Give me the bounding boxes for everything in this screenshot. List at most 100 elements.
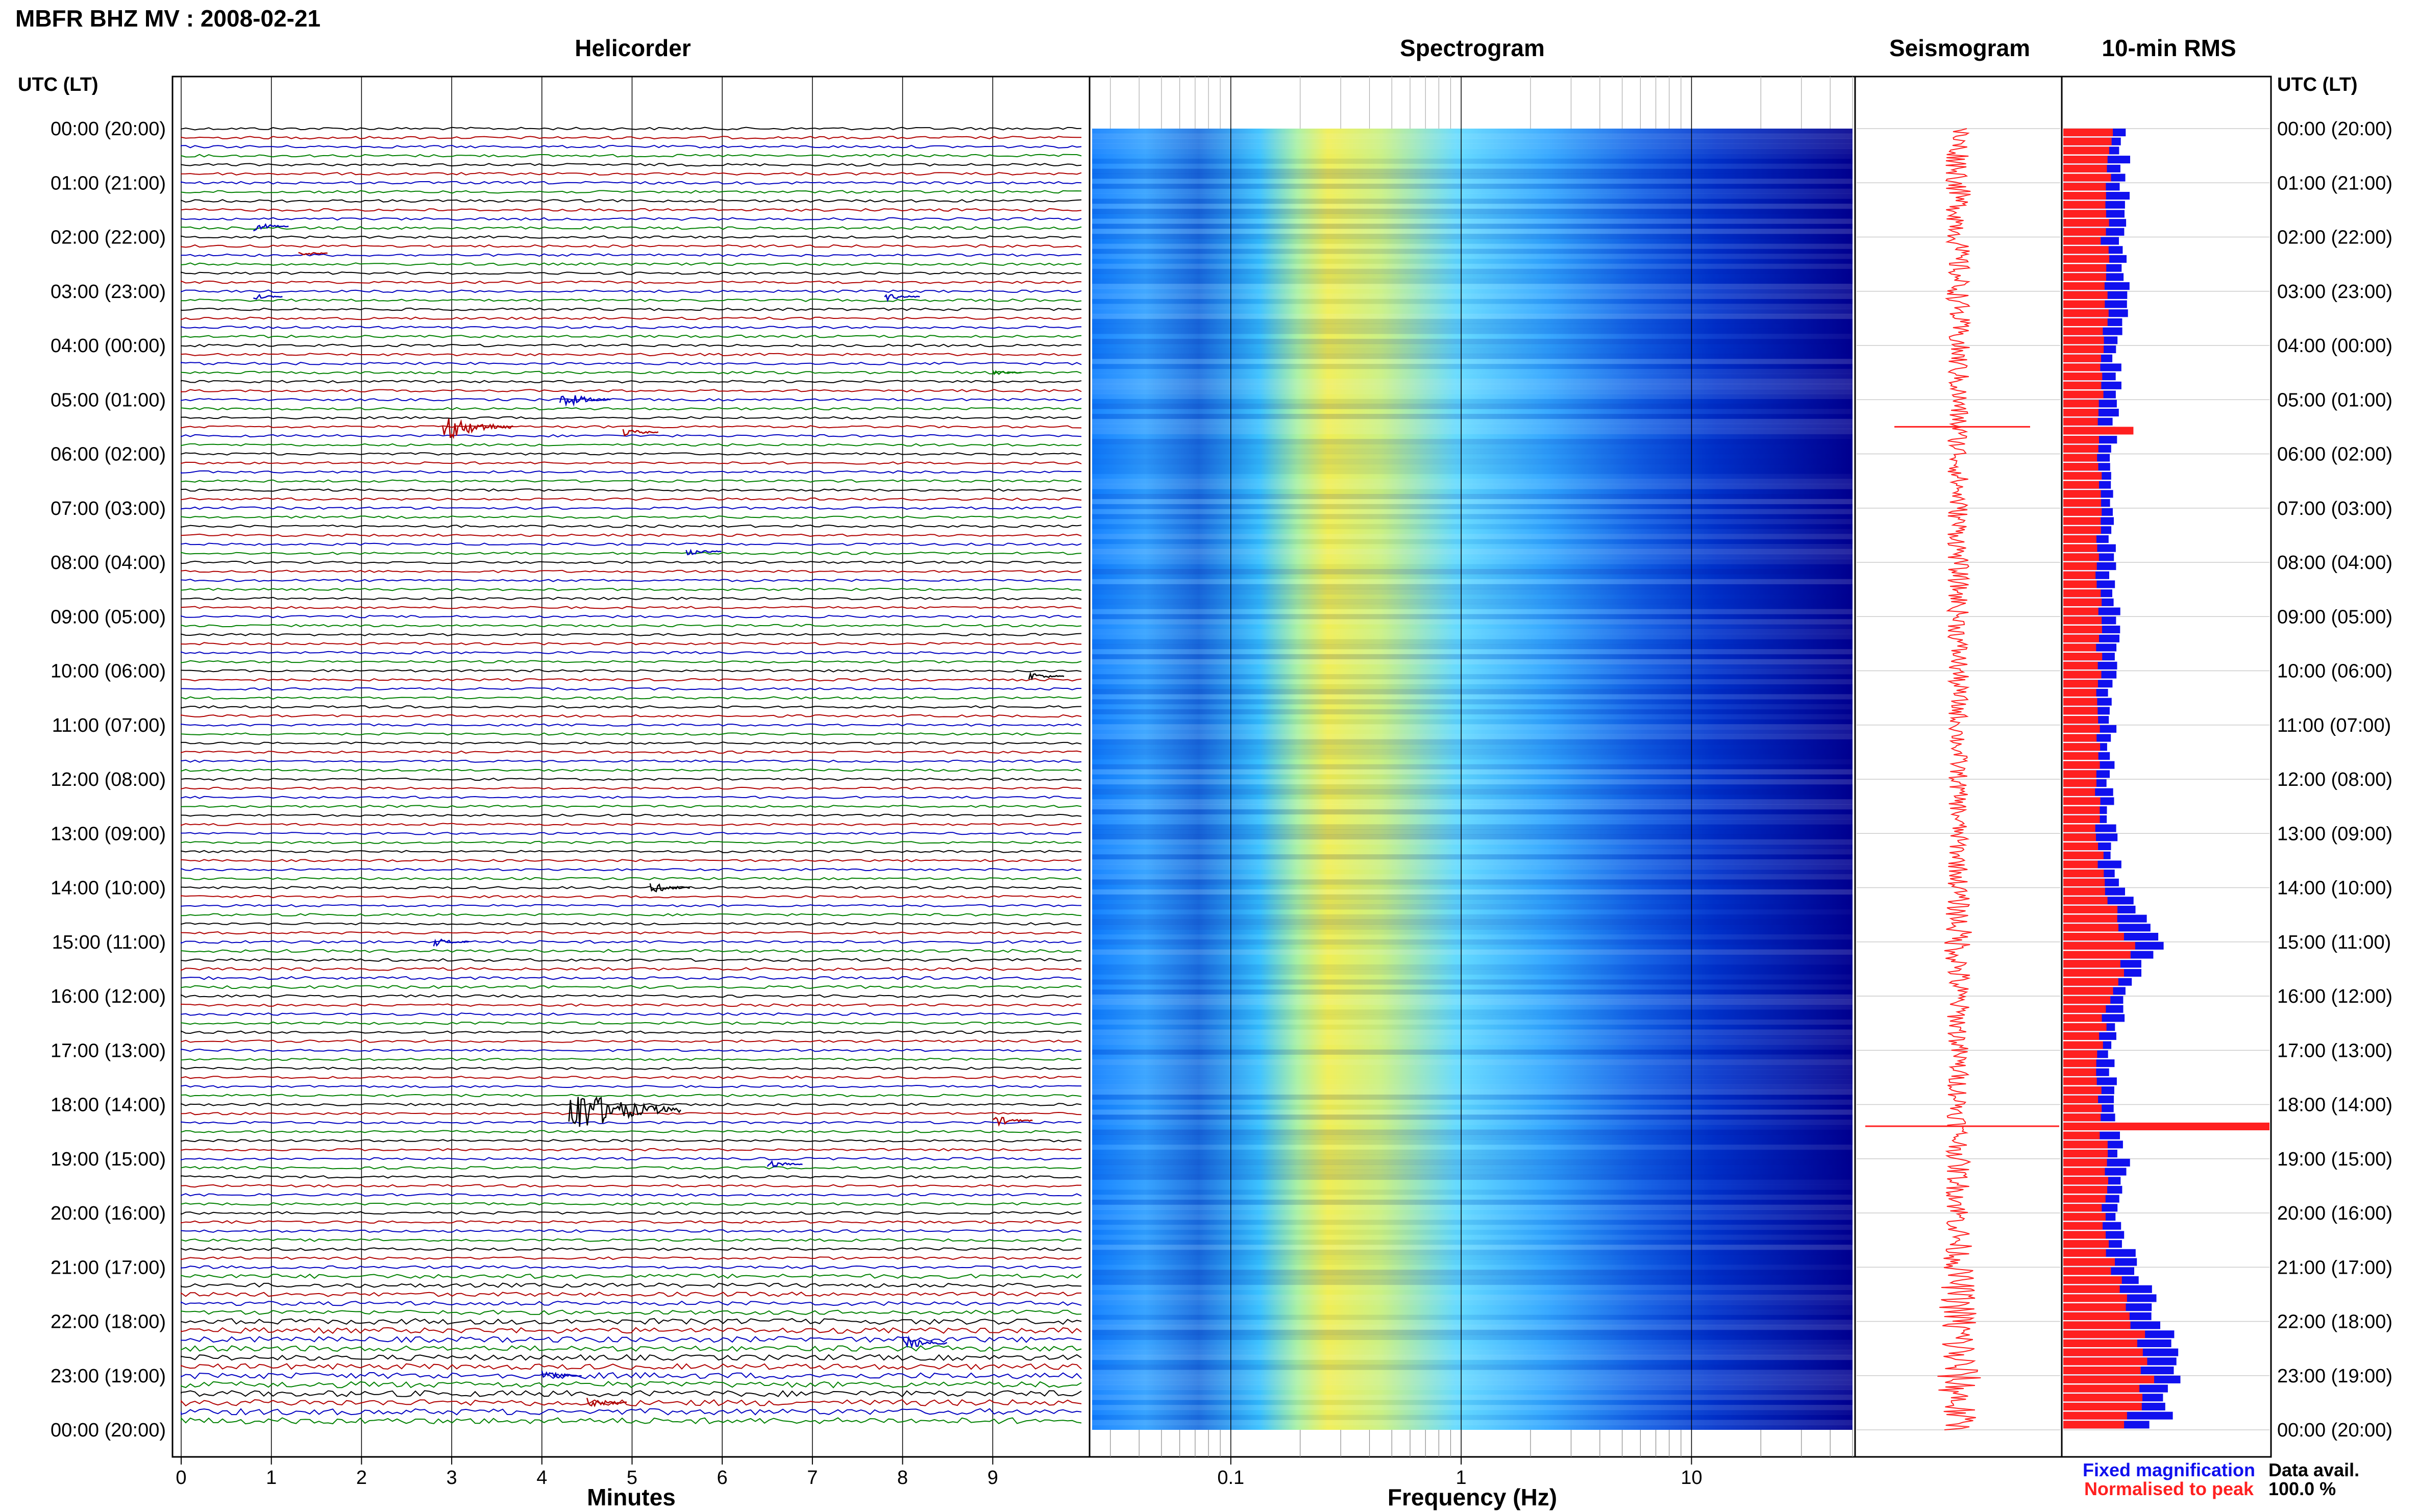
rms-bar — [2063, 1357, 2148, 1366]
spectrogram-row — [1092, 279, 1853, 284]
helicorder-trace-line — [181, 714, 1082, 718]
helicorder-trace-line — [181, 1247, 1082, 1251]
hour-label-right: 21:00 (17:00) — [2277, 1257, 2392, 1278]
spectrogram-row — [1092, 1265, 1853, 1270]
spectrogram-row — [1092, 1214, 1853, 1220]
spectrogram-row — [1092, 914, 1853, 920]
spectrogram-row — [1092, 1340, 1853, 1345]
spectrogram-row — [1092, 434, 1853, 439]
helicorder-event — [559, 395, 611, 407]
rms-bar — [2063, 373, 2103, 381]
rms-bar — [2063, 860, 2098, 869]
helicorder-event — [541, 1370, 582, 1379]
spectrogram-row — [1092, 374, 1853, 379]
spectrogram-row — [1092, 1039, 1853, 1045]
spectrogram-row — [1092, 299, 1853, 304]
spectrogram-row — [1092, 143, 1853, 149]
rms-bar — [2063, 1421, 2125, 1429]
spectrogram-row — [1092, 439, 1853, 444]
helicorder-trace-line — [181, 1094, 1082, 1098]
spectrogram-row — [1092, 154, 1853, 159]
rms-bar — [2063, 1222, 2103, 1230]
spectrogram-row — [1092, 749, 1853, 755]
rms-bar — [2063, 1158, 2107, 1167]
helicorder-event — [992, 370, 1022, 376]
rms-bar — [2063, 264, 2107, 272]
rms-bar — [2063, 815, 2100, 823]
spectrogram-row — [1092, 929, 1853, 935]
spectrogram-row — [1092, 213, 1853, 219]
spectrogram-row — [1092, 1345, 1853, 1350]
rms-bar — [2063, 1113, 2101, 1122]
helicorder-trace-line — [181, 606, 1082, 609]
spectrogram-row — [1092, 349, 1853, 354]
spectrogram-row — [1092, 945, 1853, 950]
helicorder-trace-line — [181, 1372, 1082, 1379]
spectrogram-row — [1092, 1420, 1853, 1425]
spectrogram-row — [1092, 329, 1853, 334]
helicorder-trace-line — [181, 1220, 1082, 1224]
spectrogram-row — [1092, 574, 1853, 580]
rms-bar — [2063, 1294, 2127, 1302]
helicorder-trace-line — [181, 154, 1082, 158]
helicorder-trace-line — [181, 208, 1082, 212]
spectrogram-row — [1092, 844, 1853, 850]
helicorder-trace-line — [181, 1030, 1082, 1034]
spectrogram-row — [1092, 989, 1853, 995]
spectrogram-row — [1092, 579, 1853, 584]
helicorder-trace-line — [181, 1003, 1082, 1007]
spectrogram-row — [1092, 163, 1853, 169]
rms-bar — [2063, 201, 2106, 209]
spectrogram-row — [1092, 684, 1853, 689]
spectrogram-row — [1092, 389, 1853, 394]
spectrogram-row — [1092, 324, 1853, 329]
helicorder-trace-line — [181, 1399, 1082, 1407]
rms-bar — [2063, 589, 2101, 598]
rms-bar — [2063, 1086, 2102, 1095]
spectrogram-row — [1092, 879, 1853, 885]
helicorder-trace-line — [181, 1211, 1082, 1216]
seismogram-panel — [1854, 76, 2063, 1458]
spectrogram-row — [1092, 554, 1853, 559]
helicorder-trace-line — [181, 533, 1082, 537]
helicorder-event — [298, 252, 328, 256]
helicorder-trace-line — [181, 443, 1082, 447]
helicorder-trace-line — [181, 705, 1082, 709]
hour-label-right: 00:00 (20:00) — [2277, 1420, 2392, 1441]
helicorder-trace-line — [181, 569, 1082, 574]
hour-label-left: 23:00 (19:00) — [51, 1366, 166, 1387]
helicorder-trace-line — [181, 741, 1082, 745]
spectrogram-row — [1092, 649, 1853, 655]
spectrogram-row — [1092, 318, 1853, 324]
spectrogram-row — [1092, 1425, 1853, 1430]
hour-label-left: 09:00 (05:00) — [51, 606, 166, 628]
rms-bar — [2063, 571, 2096, 579]
rms-bar — [2063, 887, 2105, 896]
spectrogram-row — [1092, 499, 1853, 505]
spectrogram-row — [1092, 1325, 1853, 1330]
minute-tick-label: 8 — [897, 1467, 908, 1489]
rms-bar — [2063, 842, 2099, 851]
helicorder-trace-line — [181, 1048, 1082, 1052]
spectrogram-row — [1092, 959, 1853, 964]
spectrogram-row — [1092, 1034, 1853, 1040]
helicorder-trace-line — [181, 1021, 1082, 1025]
helicorder-trace-line — [181, 1139, 1082, 1143]
helicorder-trace-line — [181, 235, 1082, 239]
helicorder-trace-line — [181, 804, 1082, 808]
spectrogram-row — [1092, 699, 1853, 705]
helicorder-trace-line — [181, 1300, 1082, 1306]
helicorder-trace-line — [181, 434, 1082, 438]
spectrogram-row — [1092, 704, 1853, 710]
spectrogram-row — [1092, 1234, 1853, 1240]
helicorder-trace-line — [181, 1256, 1082, 1260]
spectrogram-row — [1092, 1370, 1853, 1375]
spectrogram-row — [1092, 1384, 1853, 1390]
helicorder-trace-line — [181, 1184, 1082, 1188]
rms-bar — [2063, 941, 2135, 950]
spectrogram-row — [1092, 589, 1853, 594]
helicorder-trace-line — [181, 542, 1082, 546]
spectrogram-row — [1092, 474, 1853, 479]
spectrogram-row — [1092, 819, 1853, 825]
